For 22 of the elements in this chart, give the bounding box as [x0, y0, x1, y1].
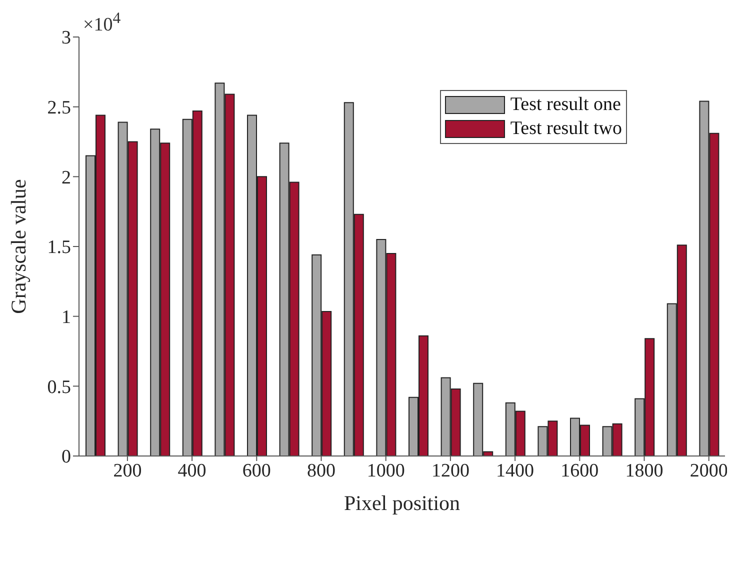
- x-tick-label: 2000: [690, 460, 728, 482]
- y-tick-label: 1.5: [47, 237, 71, 258]
- x-tick-label: 600: [242, 460, 271, 482]
- legend-label: Test result one: [510, 93, 621, 117]
- x-tick-label: 1800: [625, 460, 664, 482]
- y-tick-label: 1: [62, 307, 71, 328]
- y-tick-label: 2: [62, 167, 71, 188]
- legend-label: Test result two: [510, 117, 622, 141]
- x-tick-label: 1000: [366, 460, 405, 482]
- y-tick-label: 3: [62, 28, 71, 49]
- text: ×10$^{4}$: [83, 10, 121, 36]
- x-tick-label: 1200: [431, 460, 470, 482]
- x-tick-label: 1600: [560, 460, 599, 482]
- x-tick-label: 1400: [496, 460, 534, 482]
- y-tick-label: 0: [62, 446, 71, 468]
- y-axis-title: Grayscale value: [6, 179, 30, 314]
- y-tick-label: 2.5: [47, 98, 71, 119]
- x-axis-title: Pixel position: [344, 491, 461, 515]
- y-tick-label: 0.5: [47, 376, 71, 398]
- x-tick-label: 200: [113, 460, 142, 482]
- x-tick-label: 400: [178, 460, 206, 482]
- x-tick-label: 800: [307, 460, 336, 482]
